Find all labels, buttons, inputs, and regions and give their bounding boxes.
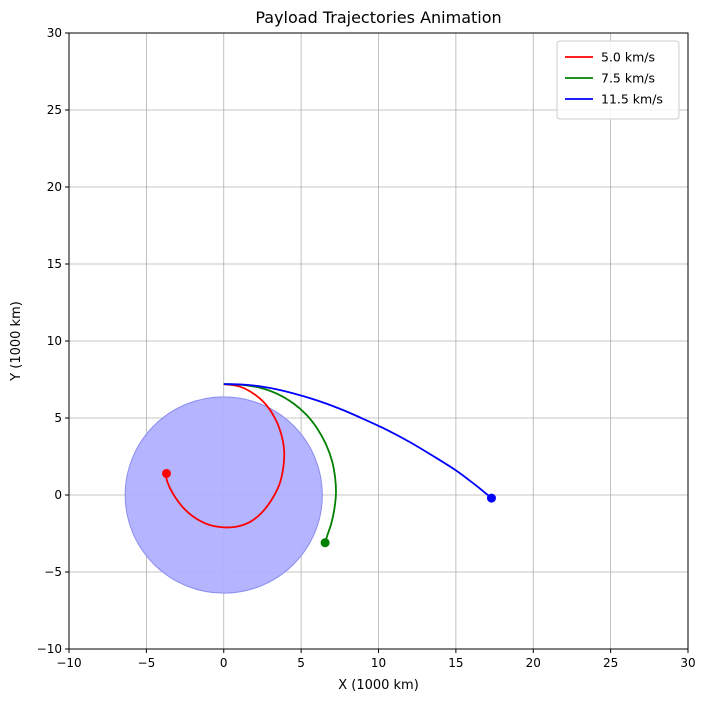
legend-label-1: 7.5 km/s bbox=[601, 71, 655, 86]
payload-marker-2 bbox=[486, 493, 496, 503]
payload-marker-1 bbox=[320, 538, 330, 548]
chart-title: Payload Trajectories Animation bbox=[255, 8, 501, 27]
payload-marker-0 bbox=[161, 468, 171, 478]
plot-layer bbox=[124, 383, 496, 594]
x-tick-label: −5 bbox=[138, 656, 156, 670]
x-tick-label: 5 bbox=[297, 656, 305, 670]
x-axis-label: X (1000 km) bbox=[338, 678, 419, 693]
y-axis-label: Y (1000 km) bbox=[9, 301, 24, 382]
y-tick-label: 10 bbox=[47, 334, 62, 348]
planet-disc bbox=[124, 396, 323, 594]
trajectory-line-0 bbox=[165, 383, 286, 529]
y-tick-label: 0 bbox=[54, 488, 62, 502]
x-tick-label: 25 bbox=[603, 656, 618, 670]
x-tick-label: 30 bbox=[680, 656, 695, 670]
x-tick-label: 0 bbox=[220, 656, 228, 670]
x-tick-label: 10 bbox=[371, 656, 386, 670]
legend-label-2: 11.5 km/s bbox=[601, 92, 663, 107]
legend-label-0: 5.0 km/s bbox=[601, 50, 655, 65]
legend: 5.0 km/s 7.5 km/s 11.5 km/s bbox=[556, 40, 680, 120]
trajectory-line-1 bbox=[223, 383, 337, 543]
trajectory-line-2 bbox=[223, 383, 493, 499]
y-tick-label: 25 bbox=[47, 103, 62, 117]
y-tick-label: −5 bbox=[44, 565, 62, 579]
x-tick-label: 15 bbox=[448, 656, 463, 670]
y-tick-label: −10 bbox=[37, 642, 62, 656]
y-tick-label: 20 bbox=[47, 180, 62, 194]
y-tick-label: 15 bbox=[47, 257, 62, 271]
tick-layer: −10 −5 0 5 10 15 20 25 30 −10 −5 0 5 10 15 20 25 30 bbox=[37, 26, 696, 670]
x-tick-label: 20 bbox=[526, 656, 541, 670]
y-tick-label: 30 bbox=[47, 26, 62, 40]
x-tick-label: −10 bbox=[56, 656, 81, 670]
y-tick-label: 5 bbox=[54, 411, 62, 425]
